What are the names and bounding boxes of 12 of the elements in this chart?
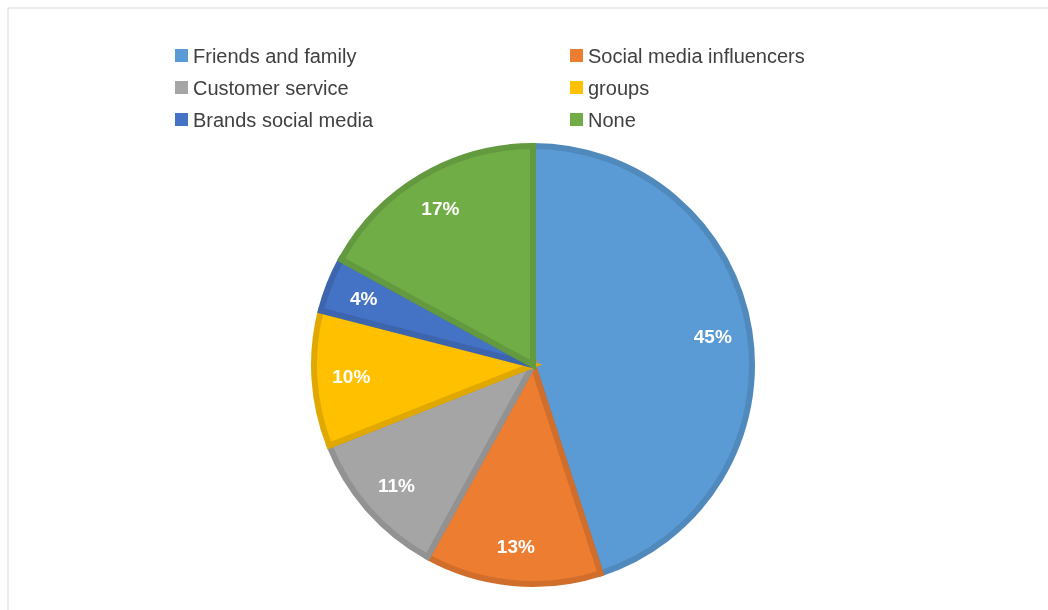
legend-label: Brands social media	[193, 109, 374, 131]
data-label: 11%	[377, 475, 416, 497]
legend-label: Social media influencers	[588, 45, 805, 67]
data-label: 45%	[693, 326, 732, 348]
legend-label: Customer service	[193, 77, 349, 99]
legend-label: groups	[588, 77, 650, 99]
data-label: 17%	[421, 197, 460, 219]
data-label: 13%	[496, 535, 535, 557]
legend-label: Friends and family	[193, 45, 357, 67]
data-label: 10%	[332, 366, 371, 388]
data-label: 4%	[350, 287, 378, 309]
legend-label: None	[588, 109, 636, 131]
